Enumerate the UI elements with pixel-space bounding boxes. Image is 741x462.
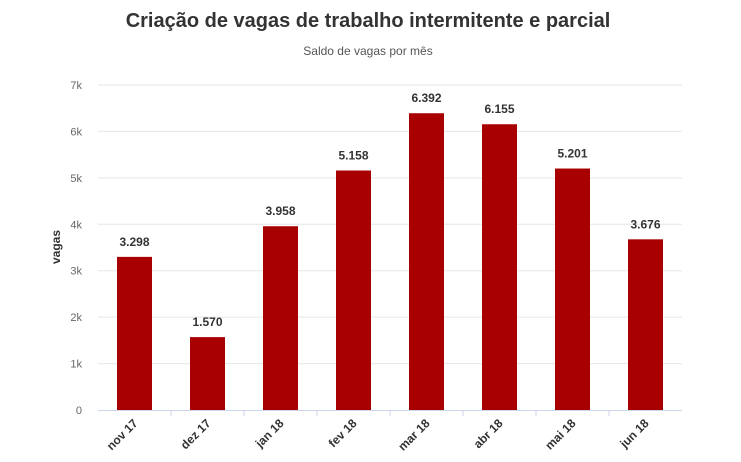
bar bbox=[555, 168, 590, 410]
bar bbox=[190, 337, 225, 410]
data-label: 6.155 bbox=[484, 102, 514, 116]
y-tick-label: 3k bbox=[70, 266, 82, 278]
y-tick-label: 6k bbox=[70, 126, 82, 138]
bars bbox=[117, 113, 663, 410]
x-tick-label: jan 18 bbox=[252, 416, 287, 451]
x-tick-label: dez 17 bbox=[178, 416, 214, 452]
bar bbox=[628, 239, 663, 410]
y-axis-label: vagas bbox=[49, 230, 63, 264]
y-tick-label: 1k bbox=[70, 359, 82, 371]
bar bbox=[263, 226, 298, 410]
bar bbox=[482, 124, 517, 410]
x-axis-ticks: nov 17 dez 17 jan 18 fev 18 mar 18 abr 18 mai … bbox=[104, 410, 652, 453]
y-tick-label: 0 bbox=[76, 405, 82, 417]
data-label: 6.392 bbox=[411, 91, 441, 105]
y-tick-label: 7k bbox=[70, 80, 82, 92]
x-tick-label: nov 17 bbox=[104, 416, 141, 453]
data-label: 5.201 bbox=[557, 147, 587, 161]
x-tick-label: fev 18 bbox=[326, 416, 360, 450]
y-tick-label: 4k bbox=[70, 219, 82, 231]
chart-title: Criação de vagas de trabalho intermitent… bbox=[126, 10, 611, 32]
y-tick-label: 5k bbox=[70, 173, 82, 185]
data-labels: 3.298 1.570 3.958 5.158 6.392 6.155 5.201 3.676 bbox=[119, 91, 660, 329]
bar bbox=[336, 170, 371, 410]
data-label: 3.676 bbox=[630, 217, 660, 231]
x-tick-label: abr 18 bbox=[471, 416, 506, 451]
bar bbox=[409, 113, 444, 410]
bar bbox=[117, 256, 152, 410]
y-tick-label: 2k bbox=[70, 312, 82, 324]
gridlines bbox=[98, 84, 682, 365]
chart-subtitle: Saldo de vagas por mês bbox=[303, 44, 432, 58]
data-label: 1.570 bbox=[192, 315, 222, 329]
y-axis-ticks: 0 1k 2k 3k 4k 5k 6k 7k bbox=[70, 80, 82, 417]
x-tick-label: jun 18 bbox=[616, 416, 651, 451]
data-label: 5.158 bbox=[338, 149, 368, 163]
x-tick-label: mar 18 bbox=[395, 416, 432, 453]
x-tick-label: mai 18 bbox=[542, 416, 579, 453]
data-label: 3.298 bbox=[119, 235, 149, 249]
data-label: 3.958 bbox=[265, 204, 295, 218]
